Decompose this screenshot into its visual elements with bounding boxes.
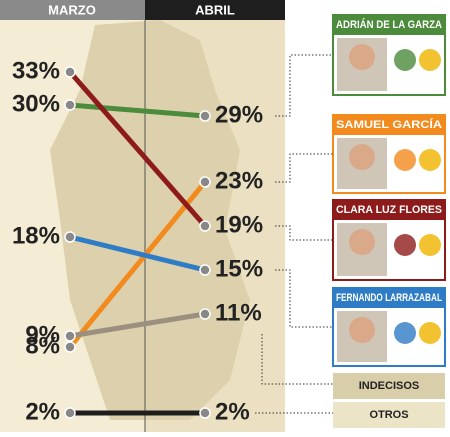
point (65, 331, 75, 341)
legend-name: INDECISOS (359, 380, 420, 392)
column-header: ABRIL (195, 2, 235, 17)
value-label: 19% (215, 211, 263, 238)
party-logo (394, 49, 416, 71)
value-label: 2% (215, 398, 250, 425)
point (200, 309, 210, 319)
party-logo (419, 234, 441, 256)
party-logo (419, 149, 441, 171)
value-label: 11% (215, 299, 262, 326)
party-logo (394, 234, 416, 256)
legend-name: ADRIÁN DE LA GARZA (336, 18, 442, 31)
point (65, 100, 75, 110)
photo-face (349, 317, 375, 343)
column-header: MARZO (48, 2, 96, 17)
point (65, 342, 75, 352)
party-logo (394, 149, 416, 171)
point (200, 177, 210, 187)
point (65, 67, 75, 77)
party-logo (419, 322, 441, 344)
party-logo (394, 322, 416, 344)
point (200, 408, 210, 418)
value-label: 29% (215, 101, 263, 128)
point (200, 265, 210, 275)
point (200, 221, 210, 231)
photo-face (349, 229, 375, 255)
legend-name: FERNANDO LARRAZABAL (336, 292, 442, 304)
photo-face (349, 44, 375, 70)
value-label: 15% (215, 255, 263, 282)
legend-name: CLARA LUZ FLORES (336, 204, 442, 216)
value-label: 30% (12, 90, 60, 117)
value-label: 9% (25, 321, 60, 348)
value-label: 23% (215, 167, 263, 194)
value-label: 2% (25, 398, 60, 425)
party-logo (419, 49, 441, 71)
legend-name: SAMUEL GARCÍA (336, 118, 442, 131)
legend-name: OTROS (369, 409, 408, 421)
point (65, 408, 75, 418)
value-label: 33% (12, 57, 60, 84)
value-label: 18% (12, 222, 60, 249)
point (200, 111, 210, 121)
chart: 30%29%8%23%33%19%18%15%9%11%2%2% ADRIÁN … (0, 0, 450, 432)
photo-face (349, 144, 375, 170)
point (65, 232, 75, 242)
